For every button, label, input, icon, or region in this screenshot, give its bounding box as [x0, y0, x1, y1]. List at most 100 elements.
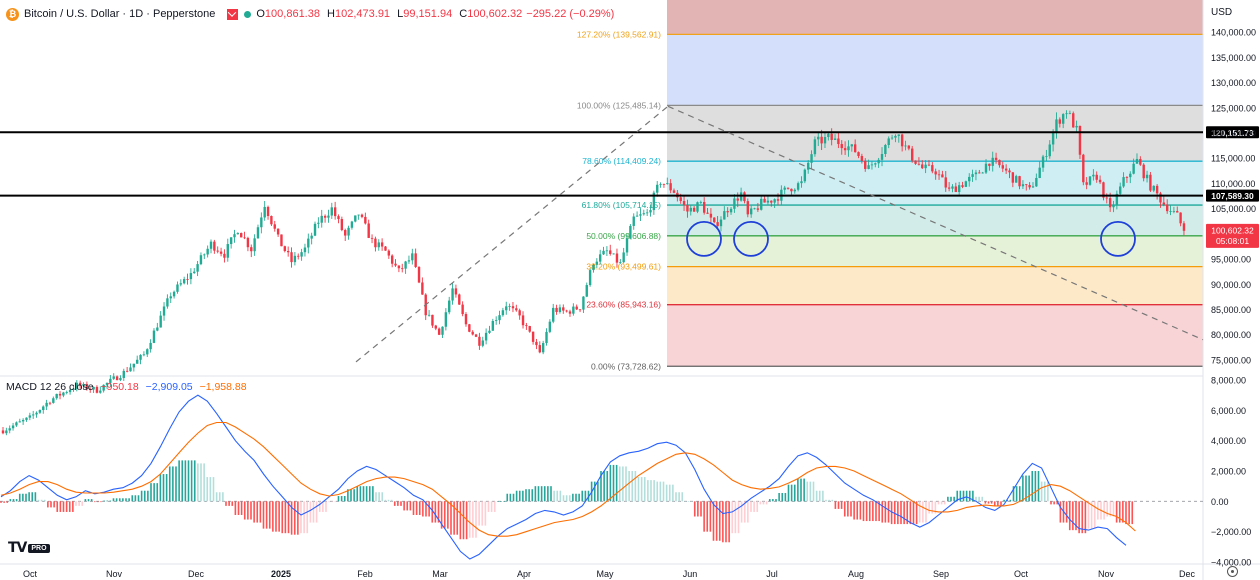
- candle: [890, 137, 894, 139]
- macd-histogram-bar: [559, 490, 562, 502]
- candle: [1132, 163, 1135, 174]
- price-tick-label: 135,000.00: [1211, 53, 1256, 63]
- macd-histogram-bar: [225, 501, 227, 506]
- candle: [276, 228, 280, 235]
- flag-icon[interactable]: [227, 8, 239, 20]
- macd-histogram-bar: [1075, 501, 1077, 531]
- macd-histogram-bar: [803, 478, 805, 502]
- candle: [441, 326, 444, 335]
- macd-histogram-bar: [809, 481, 812, 502]
- macd-histogram-bar: [847, 501, 849, 517]
- candle: [223, 253, 226, 258]
- macd-histogram-bar: [306, 501, 309, 534]
- annotations[interactable]: [0, 105, 1204, 363]
- candle: [384, 246, 387, 251]
- price-tick-label: 140,000.00: [1211, 28, 1256, 38]
- price-axis[interactable]: 120,151.73 107,589.30 140,000.00 135,000.00…: [1206, 28, 1259, 568]
- macd-histogram-bar: [78, 501, 80, 506]
- macd-histogram-bar: [593, 481, 596, 502]
- time-axis[interactable]: Oct Nov Dec 2025 Feb Mar Apr May Jun Jul Aug Sep Oct…: [23, 569, 1196, 579]
- candle: [417, 266, 421, 283]
- currency-label[interactable]: USD: [1211, 7, 1233, 18]
- candle: [216, 250, 219, 252]
- candle: [914, 160, 917, 164]
- macd-histogram-bar: [268, 501, 271, 529]
- candle: [984, 163, 988, 173]
- symbol-legend[interactable]: ₿ Bitcoin / U.S. Dollar · 1D · Peppersto…: [6, 6, 614, 22]
- candle: [270, 215, 273, 225]
- dashed-trend-line[interactable]: [667, 105, 1204, 341]
- level-price-label: 107,589.30: [1211, 191, 1254, 201]
- highlight-circle[interactable]: [686, 220, 722, 257]
- macd-histogram-bar: [865, 501, 868, 522]
- candle: [723, 211, 726, 220]
- macd-histogram-bar: [453, 501, 455, 535]
- macd-histogram-bar: [793, 484, 796, 502]
- candle: [394, 263, 397, 266]
- macd-histogram-bar: [715, 501, 718, 541]
- macd-histogram-bar: [278, 501, 280, 532]
- candle: [38, 410, 42, 413]
- macd-histogram-bar: [56, 501, 59, 512]
- market-status-icon: [244, 10, 252, 18]
- macd-histogram-bar: [912, 501, 915, 525]
- candle: [139, 355, 142, 360]
- candle: [884, 145, 887, 154]
- candle: [471, 331, 474, 335]
- fib-level-label: 61.80% (105,714.15): [582, 200, 662, 210]
- candle: [652, 192, 656, 211]
- candle: [964, 181, 968, 187]
- fib-zone: [667, 235, 1203, 267]
- price-tick-label: 110,000.00: [1211, 179, 1255, 189]
- macd-legend[interactable]: MACD 12 26 close −950.18 −2,909.05 −1,95…: [6, 381, 247, 393]
- macd-histogram-bar: [959, 490, 962, 502]
- candle: [8, 428, 11, 431]
- macd-histogram-bar: [1122, 501, 1124, 523]
- fibonacci-retracement[interactable]: 127.20% (139,562.91) 100.00% (125,485.14)…: [577, 0, 1203, 371]
- candle: [354, 215, 357, 222]
- macd-histogram-bar: [940, 501, 943, 505]
- time-axis-label: Sep: [933, 569, 949, 579]
- dashed-trend-line[interactable]: [355, 105, 669, 363]
- macd-histogram-bar: [297, 501, 299, 535]
- candle: [454, 288, 458, 295]
- macd-histogram-bar: [1106, 501, 1109, 517]
- macd-histogram-bar: [825, 499, 827, 502]
- macd-histogram-bar: [165, 474, 168, 502]
- macd-histogram-bar: [775, 499, 777, 502]
- macd-histogram-bar: [887, 501, 890, 523]
- macd-histogram-bar: [462, 501, 465, 540]
- settings-gear-icon[interactable]: [1227, 566, 1238, 577]
- macd-histogram-bar: [609, 464, 612, 502]
- macd-histogram-bar: [1090, 501, 1093, 529]
- symbol-title[interactable]: Bitcoin / U.S. Dollar · 1D · Pepperstone: [24, 8, 216, 20]
- macd-pane[interactable]: [0, 394, 1203, 560]
- fib-level-label: 50.00% (99,606.88): [586, 231, 661, 241]
- macd-histogram-bar: [759, 501, 762, 505]
- macd-histogram-bar: [900, 501, 902, 525]
- tradingview-logo[interactable]: TV PRO: [8, 540, 50, 556]
- macd-histogram-bar: [728, 501, 730, 543]
- highlight-circle[interactable]: [1100, 220, 1136, 257]
- candle: [1018, 176, 1021, 187]
- candle: [1058, 119, 1062, 124]
- macd-histogram-bar: [1015, 486, 1018, 502]
- macd-histogram-bar: [843, 501, 846, 517]
- macd-histogram-bar: [997, 501, 999, 506]
- macd-histogram-bar: [615, 464, 618, 502]
- macd-histogram-bar: [681, 492, 684, 502]
- macd-histogram-bar: [259, 501, 262, 523]
- candle: [367, 223, 370, 238]
- macd-histogram-bar: [25, 493, 27, 502]
- candle: [713, 217, 716, 223]
- macd-histogram-bar: [950, 496, 952, 502]
- candle: [1008, 170, 1011, 173]
- macd-histogram-bar: [1056, 501, 1059, 505]
- macd-histogram-bar: [1097, 501, 1099, 520]
- candle: [5, 430, 8, 434]
- highlight-circle[interactable]: [733, 220, 769, 257]
- candle: [18, 421, 21, 423]
- candle: [807, 162, 810, 170]
